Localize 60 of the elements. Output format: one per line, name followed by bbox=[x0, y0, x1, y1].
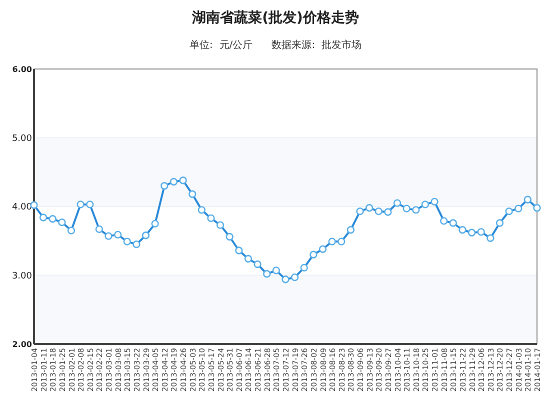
point bbox=[524, 196, 532, 204]
point bbox=[338, 238, 346, 246]
point bbox=[318, 245, 327, 253]
point bbox=[235, 246, 243, 254]
point bbox=[328, 238, 336, 246]
point bbox=[393, 199, 402, 207]
point bbox=[95, 225, 104, 234]
point bbox=[142, 232, 150, 240]
point bbox=[170, 178, 178, 186]
point bbox=[67, 226, 76, 234]
chart-title: 湖南省蔬菜(批发)价格走势 bbox=[191, 10, 359, 26]
point bbox=[151, 220, 159, 228]
point bbox=[346, 226, 355, 234]
y-tick-label: 5.00 bbox=[12, 134, 32, 144]
point bbox=[449, 219, 458, 227]
chart-subtitle: 单位: 元/公斤 数据来源: 批发市场 bbox=[190, 39, 362, 51]
point bbox=[188, 190, 196, 198]
point bbox=[198, 206, 206, 214]
point bbox=[402, 204, 410, 212]
point bbox=[505, 207, 513, 216]
point bbox=[226, 232, 234, 241]
point bbox=[132, 240, 140, 248]
point bbox=[421, 200, 430, 208]
point bbox=[440, 217, 448, 225]
point bbox=[477, 228, 485, 236]
point bbox=[86, 200, 94, 208]
point bbox=[365, 204, 374, 212]
point bbox=[458, 226, 466, 234]
point bbox=[290, 273, 299, 282]
point bbox=[76, 200, 84, 208]
y-tick-label: 2.00 bbox=[12, 340, 32, 349]
point bbox=[39, 214, 48, 222]
point bbox=[310, 250, 318, 258]
point bbox=[430, 198, 438, 206]
point bbox=[179, 176, 187, 184]
point bbox=[533, 204, 541, 212]
point bbox=[272, 266, 280, 274]
y-tick-label: 6.00 bbox=[12, 65, 32, 74]
point bbox=[254, 260, 262, 268]
point bbox=[207, 214, 215, 222]
y-tick-label: 3.00 bbox=[12, 271, 32, 282]
point bbox=[104, 232, 112, 240]
point bbox=[282, 276, 290, 284]
point bbox=[374, 207, 382, 216]
point bbox=[263, 270, 271, 278]
point bbox=[468, 228, 476, 236]
point bbox=[160, 182, 168, 190]
point bbox=[514, 204, 522, 212]
point bbox=[412, 206, 420, 214]
point bbox=[384, 208, 392, 216]
point bbox=[216, 221, 224, 229]
point bbox=[48, 215, 56, 223]
point bbox=[244, 254, 252, 263]
point bbox=[356, 207, 364, 216]
point bbox=[58, 218, 66, 226]
point bbox=[123, 238, 131, 246]
point bbox=[496, 219, 504, 227]
point bbox=[114, 230, 122, 239]
point bbox=[300, 264, 308, 272]
point bbox=[486, 234, 494, 242]
